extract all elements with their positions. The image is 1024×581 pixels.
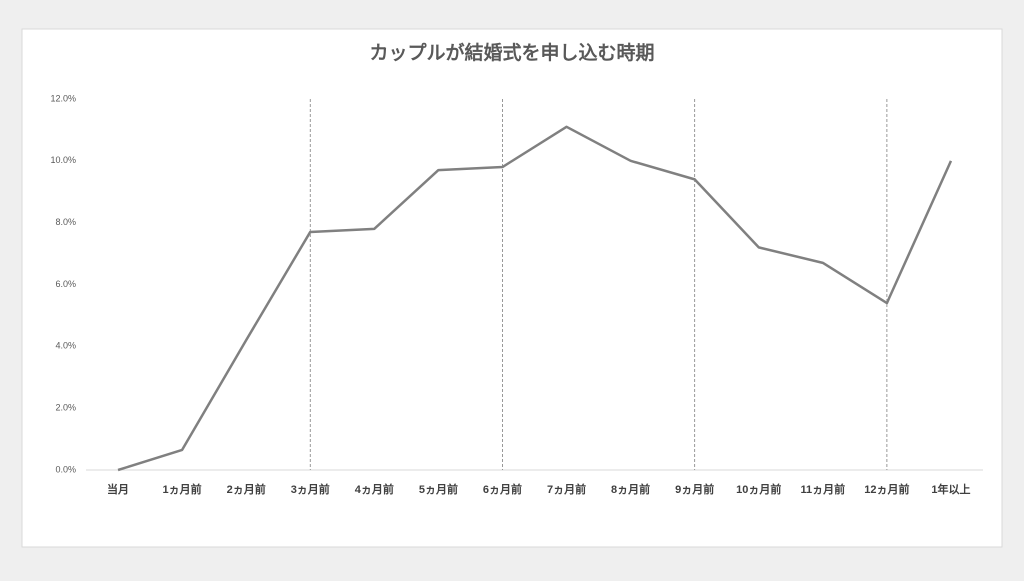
y-tick-label: 0.0% xyxy=(55,464,76,474)
x-tick-label: 7ヵ月前 xyxy=(547,482,586,496)
x-tick-label: 6ヵ月前 xyxy=(483,482,522,496)
y-tick-label: 2.0% xyxy=(55,403,76,413)
y-tick-label: 6.0% xyxy=(55,279,76,289)
y-tick-label: 8.0% xyxy=(55,217,76,227)
x-tick-label: 3ヵ月前 xyxy=(291,482,330,496)
x-tick-label: 1年以上 xyxy=(931,482,970,496)
chart-area xyxy=(21,28,1003,548)
chart-title: カップルが結婚式を申し込む時期 xyxy=(369,41,654,64)
x-tick-label: 11ヵ月前 xyxy=(801,482,846,496)
y-tick-label: 4.0% xyxy=(55,341,76,351)
y-tick-label: 10.0% xyxy=(50,155,76,165)
x-tick-label: 10ヵ月前 xyxy=(736,482,781,496)
data-line xyxy=(117,125,953,472)
x-tick-label: 12ヵ月前 xyxy=(864,482,909,496)
x-tick-label: 9ヵ月前 xyxy=(675,482,714,496)
x-tick-label: 8ヵ月前 xyxy=(611,482,650,496)
x-tick-label: 当月 xyxy=(107,482,129,496)
x-tick-label: 2ヵ月前 xyxy=(227,482,266,496)
x-tick-label: 1ヵ月前 xyxy=(163,482,202,496)
y-tick-label: 12.0% xyxy=(50,93,76,103)
x-tick-label: 4ヵ月前 xyxy=(355,482,394,496)
x-tick-label: 5ヵ月前 xyxy=(419,482,458,496)
